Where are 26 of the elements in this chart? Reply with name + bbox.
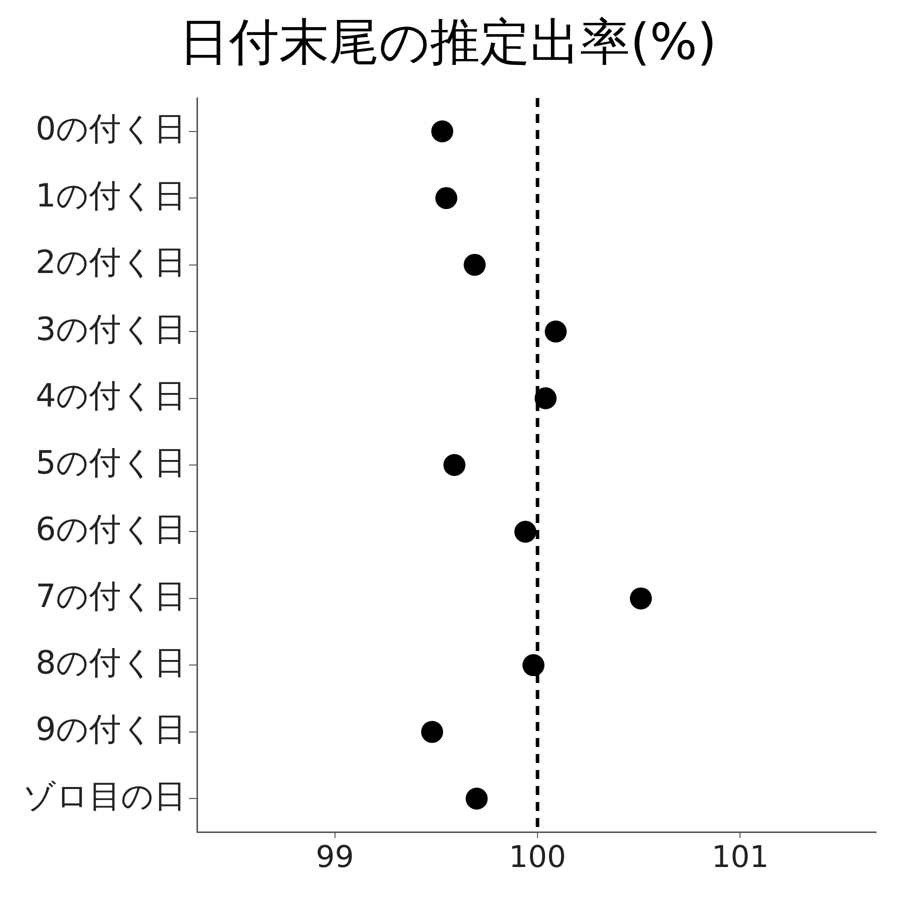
y-tick-label: 4の付く日 bbox=[36, 376, 186, 415]
point bbox=[435, 187, 458, 210]
y-tick-label: ゾロ目の日 bbox=[23, 776, 186, 815]
point bbox=[544, 320, 567, 343]
y-tick-label: 1の付く日 bbox=[36, 176, 186, 214]
point bbox=[514, 520, 536, 543]
y-tick-label: 2の付く日 bbox=[36, 243, 186, 282]
x-tick-label: 101 bbox=[712, 840, 769, 875]
point bbox=[466, 788, 488, 810]
x-tick-label: 100 bbox=[508, 840, 566, 875]
y-tick-label: 3の付く日 bbox=[36, 310, 186, 348]
y-tick-label: 5の付く日 bbox=[36, 443, 186, 482]
point bbox=[464, 254, 486, 276]
point bbox=[431, 120, 454, 142]
x-tick-label: 99 bbox=[316, 840, 354, 875]
y-tick-label: 7の付く日 bbox=[36, 576, 186, 615]
point bbox=[421, 720, 444, 743]
point bbox=[534, 387, 557, 410]
y-tick-label: 8の付く日 bbox=[36, 643, 186, 682]
point bbox=[630, 587, 652, 610]
chart-title: 日付末尾の推定出率(%) bbox=[179, 12, 717, 71]
y-tick-label: 9の付く日 bbox=[36, 710, 186, 748]
y-tick-label: 0の付く日 bbox=[36, 110, 186, 148]
point bbox=[522, 654, 544, 676]
y-tick-label: 6の付く日 bbox=[36, 510, 186, 548]
point bbox=[443, 454, 466, 476]
